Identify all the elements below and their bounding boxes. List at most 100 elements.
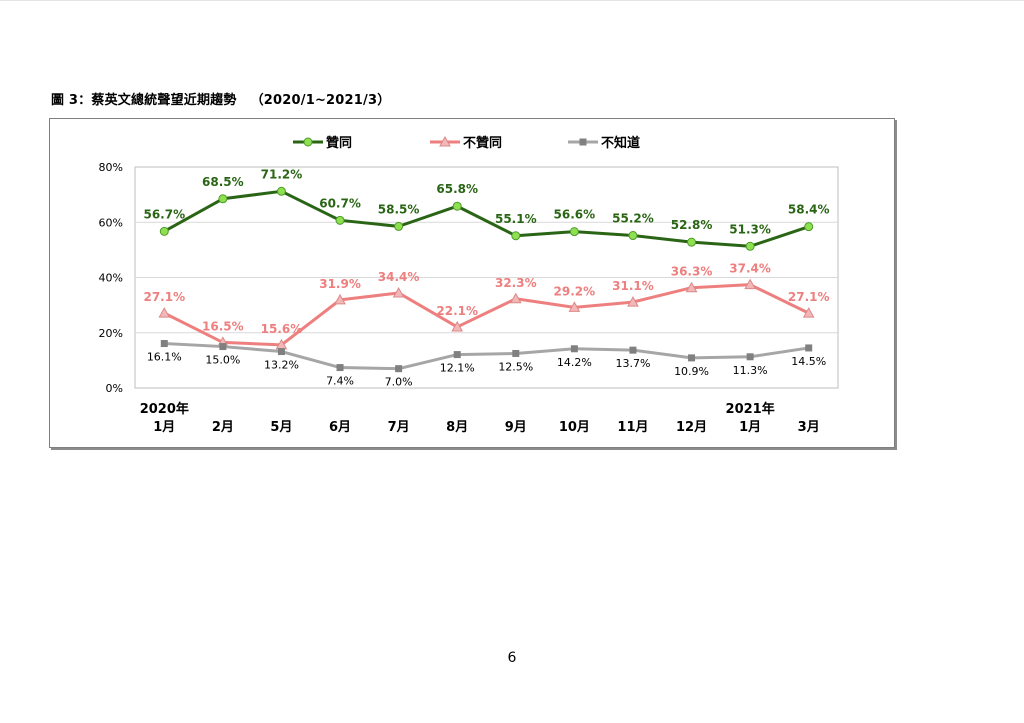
data-label: 32.3%: [495, 276, 537, 290]
x-tick-label: 12月: [676, 420, 707, 435]
data-label: 13.7%: [615, 357, 650, 370]
data-point: [392, 286, 405, 298]
data-label: 7.4%: [326, 375, 354, 388]
legend-label: 贊同: [326, 135, 352, 151]
data-point: [334, 293, 346, 305]
y-tick-label: 80%: [99, 161, 123, 174]
figure-title-text: 圖 3：蔡英文總統聲望近期趨勢: [51, 93, 237, 108]
data-point: [335, 215, 345, 225]
x-tick-label: 7月: [388, 420, 410, 435]
x-tick-label: 3月: [798, 420, 820, 435]
x-tick-label: 1月: [153, 420, 175, 435]
data-point: [453, 351, 461, 359]
data-label: 55.1%: [495, 212, 537, 226]
x-tick-label: 1月: [739, 420, 761, 435]
data-point: [219, 343, 227, 351]
data-label: 58.4%: [788, 203, 830, 217]
legend-marker: [579, 138, 587, 146]
data-label: 68.5%: [202, 175, 244, 189]
x-tick-label: 5月: [270, 420, 292, 435]
x-tick-label: 2021年: [726, 401, 775, 417]
data-label: 58.5%: [378, 202, 420, 216]
page-top-rule: [0, 0, 1024, 1]
data-label: 56.7%: [143, 207, 185, 221]
data-point: [804, 222, 814, 232]
data-label: 31.1%: [612, 279, 654, 293]
data-point: [802, 307, 815, 318]
data-point: [745, 241, 755, 251]
data-label: 27.1%: [143, 290, 185, 304]
data-label: 11.3%: [733, 364, 768, 377]
legend-label: 不贊同: [463, 135, 502, 151]
data-label: 60.7%: [319, 196, 361, 210]
data-point: [687, 237, 697, 247]
figure-title: 圖 3：蔡英文總統聲望近期趨勢 （2020/1~2021/3）: [51, 89, 390, 108]
data-label: 55.2%: [612, 212, 654, 226]
series-line: [163, 283, 810, 347]
data-label: 65.8%: [436, 182, 478, 196]
data-point: [276, 186, 286, 196]
data-point: [336, 364, 344, 372]
data-label: 14.2%: [557, 356, 592, 369]
data-point: [218, 194, 228, 204]
data-label: 51.3%: [729, 222, 771, 236]
data-point: [744, 278, 756, 290]
x-tick-label: 11月: [617, 420, 648, 435]
legend-marker: [439, 135, 451, 147]
x-tick-label: 9月: [505, 420, 527, 435]
data-point: [452, 201, 462, 211]
data-point: [277, 348, 285, 356]
y-tick-label: 60%: [99, 216, 123, 229]
y-tick-label: 20%: [99, 327, 123, 340]
data-point: [746, 353, 754, 361]
data-point: [685, 281, 698, 293]
legend-marker: [303, 137, 313, 147]
data-point: [158, 307, 171, 318]
data-point: [512, 349, 520, 357]
data-point: [509, 292, 522, 304]
data-label: 16.5%: [202, 319, 244, 333]
legend-label: 不知道: [601, 135, 640, 151]
data-label: 52.8%: [671, 218, 713, 232]
chart-frame: [49, 118, 895, 448]
data-label: 10.9%: [674, 365, 709, 378]
data-label: 12.5%: [498, 360, 533, 373]
data-label: 7.0%: [385, 376, 413, 389]
data-label: 31.9%: [319, 277, 361, 291]
data-point: [568, 301, 581, 312]
data-label: 13.2%: [264, 359, 299, 372]
y-tick-label: 40%: [99, 272, 123, 285]
series-line: [163, 189, 810, 248]
figure-title-range: （2020/1~2021/3）: [250, 93, 391, 108]
x-tick-label: 8月: [446, 420, 468, 435]
data-point: [627, 296, 639, 307]
data-label: 22.1%: [436, 304, 478, 318]
data-label: 36.3%: [671, 265, 713, 279]
data-point: [629, 346, 637, 354]
x-tick-label: 6月: [329, 420, 351, 435]
data-point: [395, 365, 403, 373]
x-tick-label: 2月: [212, 420, 234, 435]
data-point: [511, 231, 521, 241]
data-label: 56.6%: [554, 208, 596, 222]
data-label: 71.2%: [261, 167, 303, 181]
series-line: [164, 342, 809, 371]
data-point: [688, 354, 696, 362]
data-label: 27.1%: [788, 290, 830, 304]
data-point: [394, 221, 404, 231]
data-point: [570, 345, 578, 353]
data-point: [159, 226, 169, 236]
page-number: 6: [507, 650, 517, 666]
data-label: 37.4%: [729, 262, 771, 276]
data-label: 14.5%: [791, 355, 826, 368]
x-tick-label: 10月: [559, 420, 590, 435]
data-label: 34.4%: [378, 270, 420, 284]
data-label: 29.2%: [554, 284, 596, 298]
data-point: [160, 340, 168, 348]
data-label: 16.1%: [147, 351, 182, 364]
data-label: 12.1%: [440, 362, 475, 375]
data-point: [451, 320, 464, 332]
data-point: [628, 231, 638, 241]
data-label: 15.6%: [261, 322, 303, 336]
